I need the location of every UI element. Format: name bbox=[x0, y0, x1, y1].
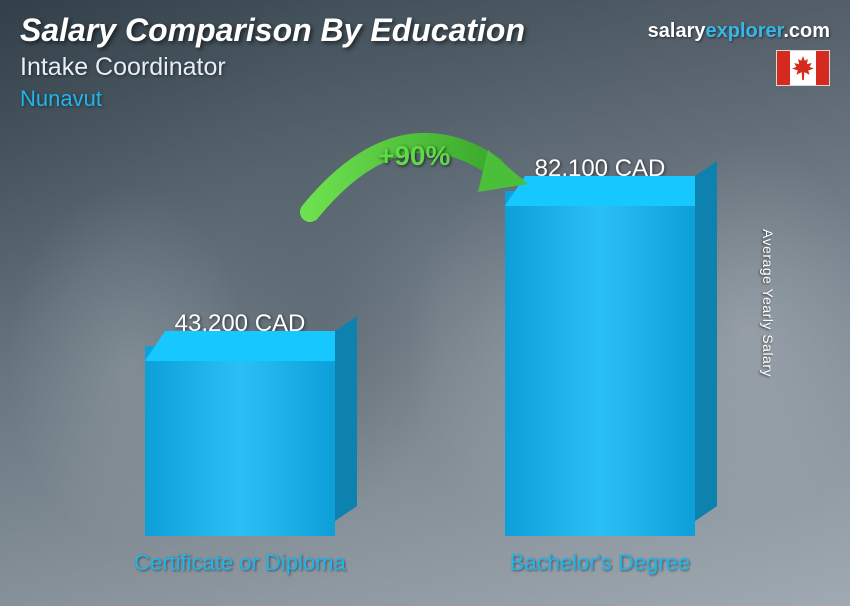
y-axis-label: Average Yearly Salary bbox=[760, 229, 776, 377]
brand-part1: salary bbox=[648, 20, 706, 42]
flag-left-band bbox=[777, 51, 790, 85]
maple-leaf-icon bbox=[792, 56, 814, 80]
xlabel-0: Certificate or Diploma bbox=[78, 550, 402, 576]
bar-front-0 bbox=[145, 346, 335, 536]
x-axis-labels: Certificate or Diploma Bachelor's Degree bbox=[60, 550, 780, 576]
bar-0 bbox=[145, 346, 335, 536]
brand-logo: salaryexplorer.com bbox=[648, 20, 830, 43]
bar-group-1: 82,100 CAD bbox=[438, 155, 762, 536]
bars-container: 43,200 CAD 82,100 CAD bbox=[60, 150, 780, 536]
chart-area: 43,200 CAD 82,100 CAD Certificate or Dip… bbox=[60, 150, 780, 576]
bar-1 bbox=[505, 191, 695, 536]
delta-label: +90% bbox=[378, 140, 450, 172]
brand-part2: explorer bbox=[705, 20, 783, 42]
chart-region: Nunavut bbox=[20, 86, 830, 112]
bar-top-0 bbox=[145, 331, 355, 361]
bar-front-1 bbox=[505, 191, 695, 536]
bar-top-1 bbox=[505, 176, 715, 206]
canada-flag-icon bbox=[776, 50, 830, 86]
bar-group-0: 43,200 CAD bbox=[78, 310, 402, 536]
flag-right-band bbox=[816, 51, 829, 85]
bar-side-1 bbox=[695, 161, 717, 521]
chart-subtitle: Intake Coordinator bbox=[20, 53, 830, 82]
bar-side-0 bbox=[335, 316, 357, 521]
flag-center bbox=[790, 51, 816, 85]
xlabel-1: Bachelor's Degree bbox=[438, 550, 762, 576]
brand-part3: .com bbox=[783, 20, 830, 42]
